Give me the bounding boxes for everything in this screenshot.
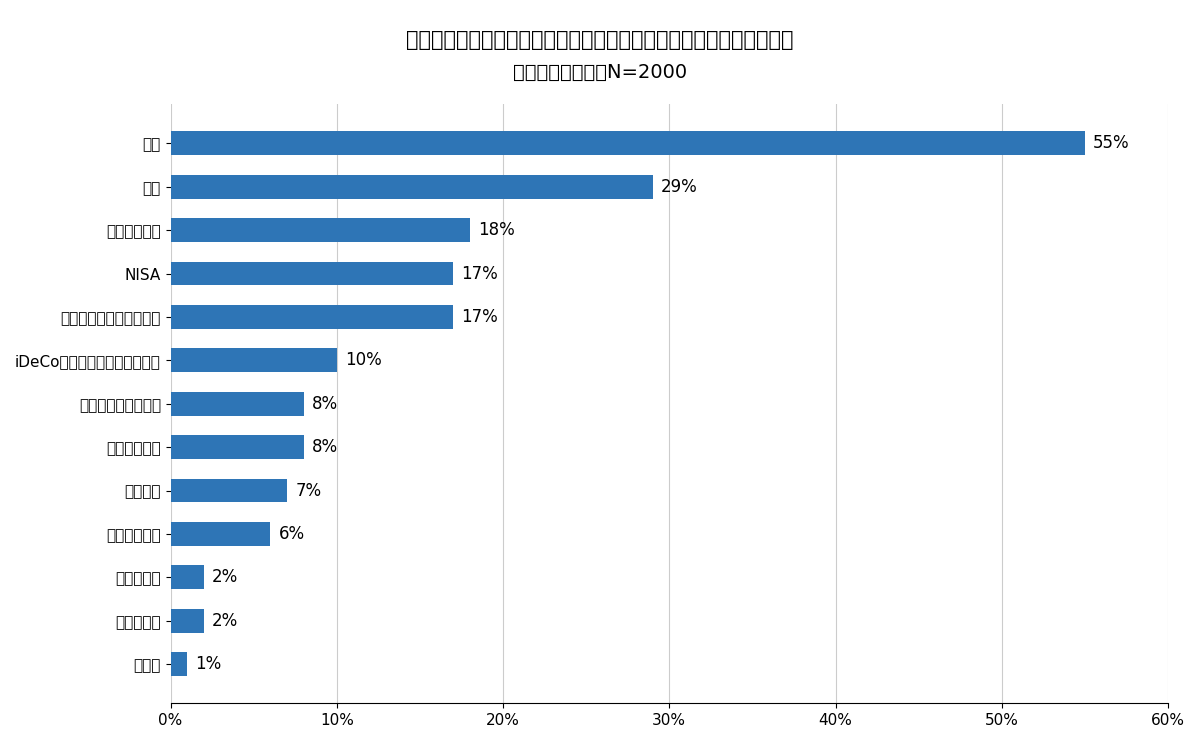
Bar: [170, 262, 454, 285]
Text: （複数回答可）　N=2000: （複数回答可） N=2000: [512, 63, 688, 82]
Bar: [170, 478, 287, 502]
Bar: [170, 348, 337, 372]
Bar: [170, 609, 204, 632]
Bar: [170, 652, 187, 676]
Text: 55%: 55%: [1093, 134, 1130, 152]
Bar: [170, 132, 1085, 155]
Text: 17%: 17%: [462, 265, 498, 282]
Bar: [170, 435, 304, 459]
Text: 7%: 7%: [295, 481, 322, 499]
Text: 1%: 1%: [196, 655, 222, 673]
Bar: [170, 565, 204, 589]
Text: 6%: 6%: [278, 525, 305, 543]
Bar: [170, 218, 470, 242]
Text: 29%: 29%: [661, 178, 697, 195]
Text: 18%: 18%: [478, 221, 515, 239]
Bar: [170, 392, 304, 415]
Bar: [170, 175, 653, 198]
Text: 8%: 8%: [312, 438, 338, 456]
Text: 2%: 2%: [212, 568, 239, 586]
Text: 2%: 2%: [212, 611, 239, 630]
Text: 8%: 8%: [312, 395, 338, 412]
Bar: [170, 305, 454, 329]
Text: 17%: 17%: [462, 308, 498, 326]
Text: 公的年金以外に老後資金を蓄えるために行っているものはありますか: 公的年金以外に老後資金を蓄えるために行っているものはありますか: [407, 30, 793, 50]
Bar: [170, 522, 270, 546]
Text: 10%: 10%: [346, 351, 382, 369]
